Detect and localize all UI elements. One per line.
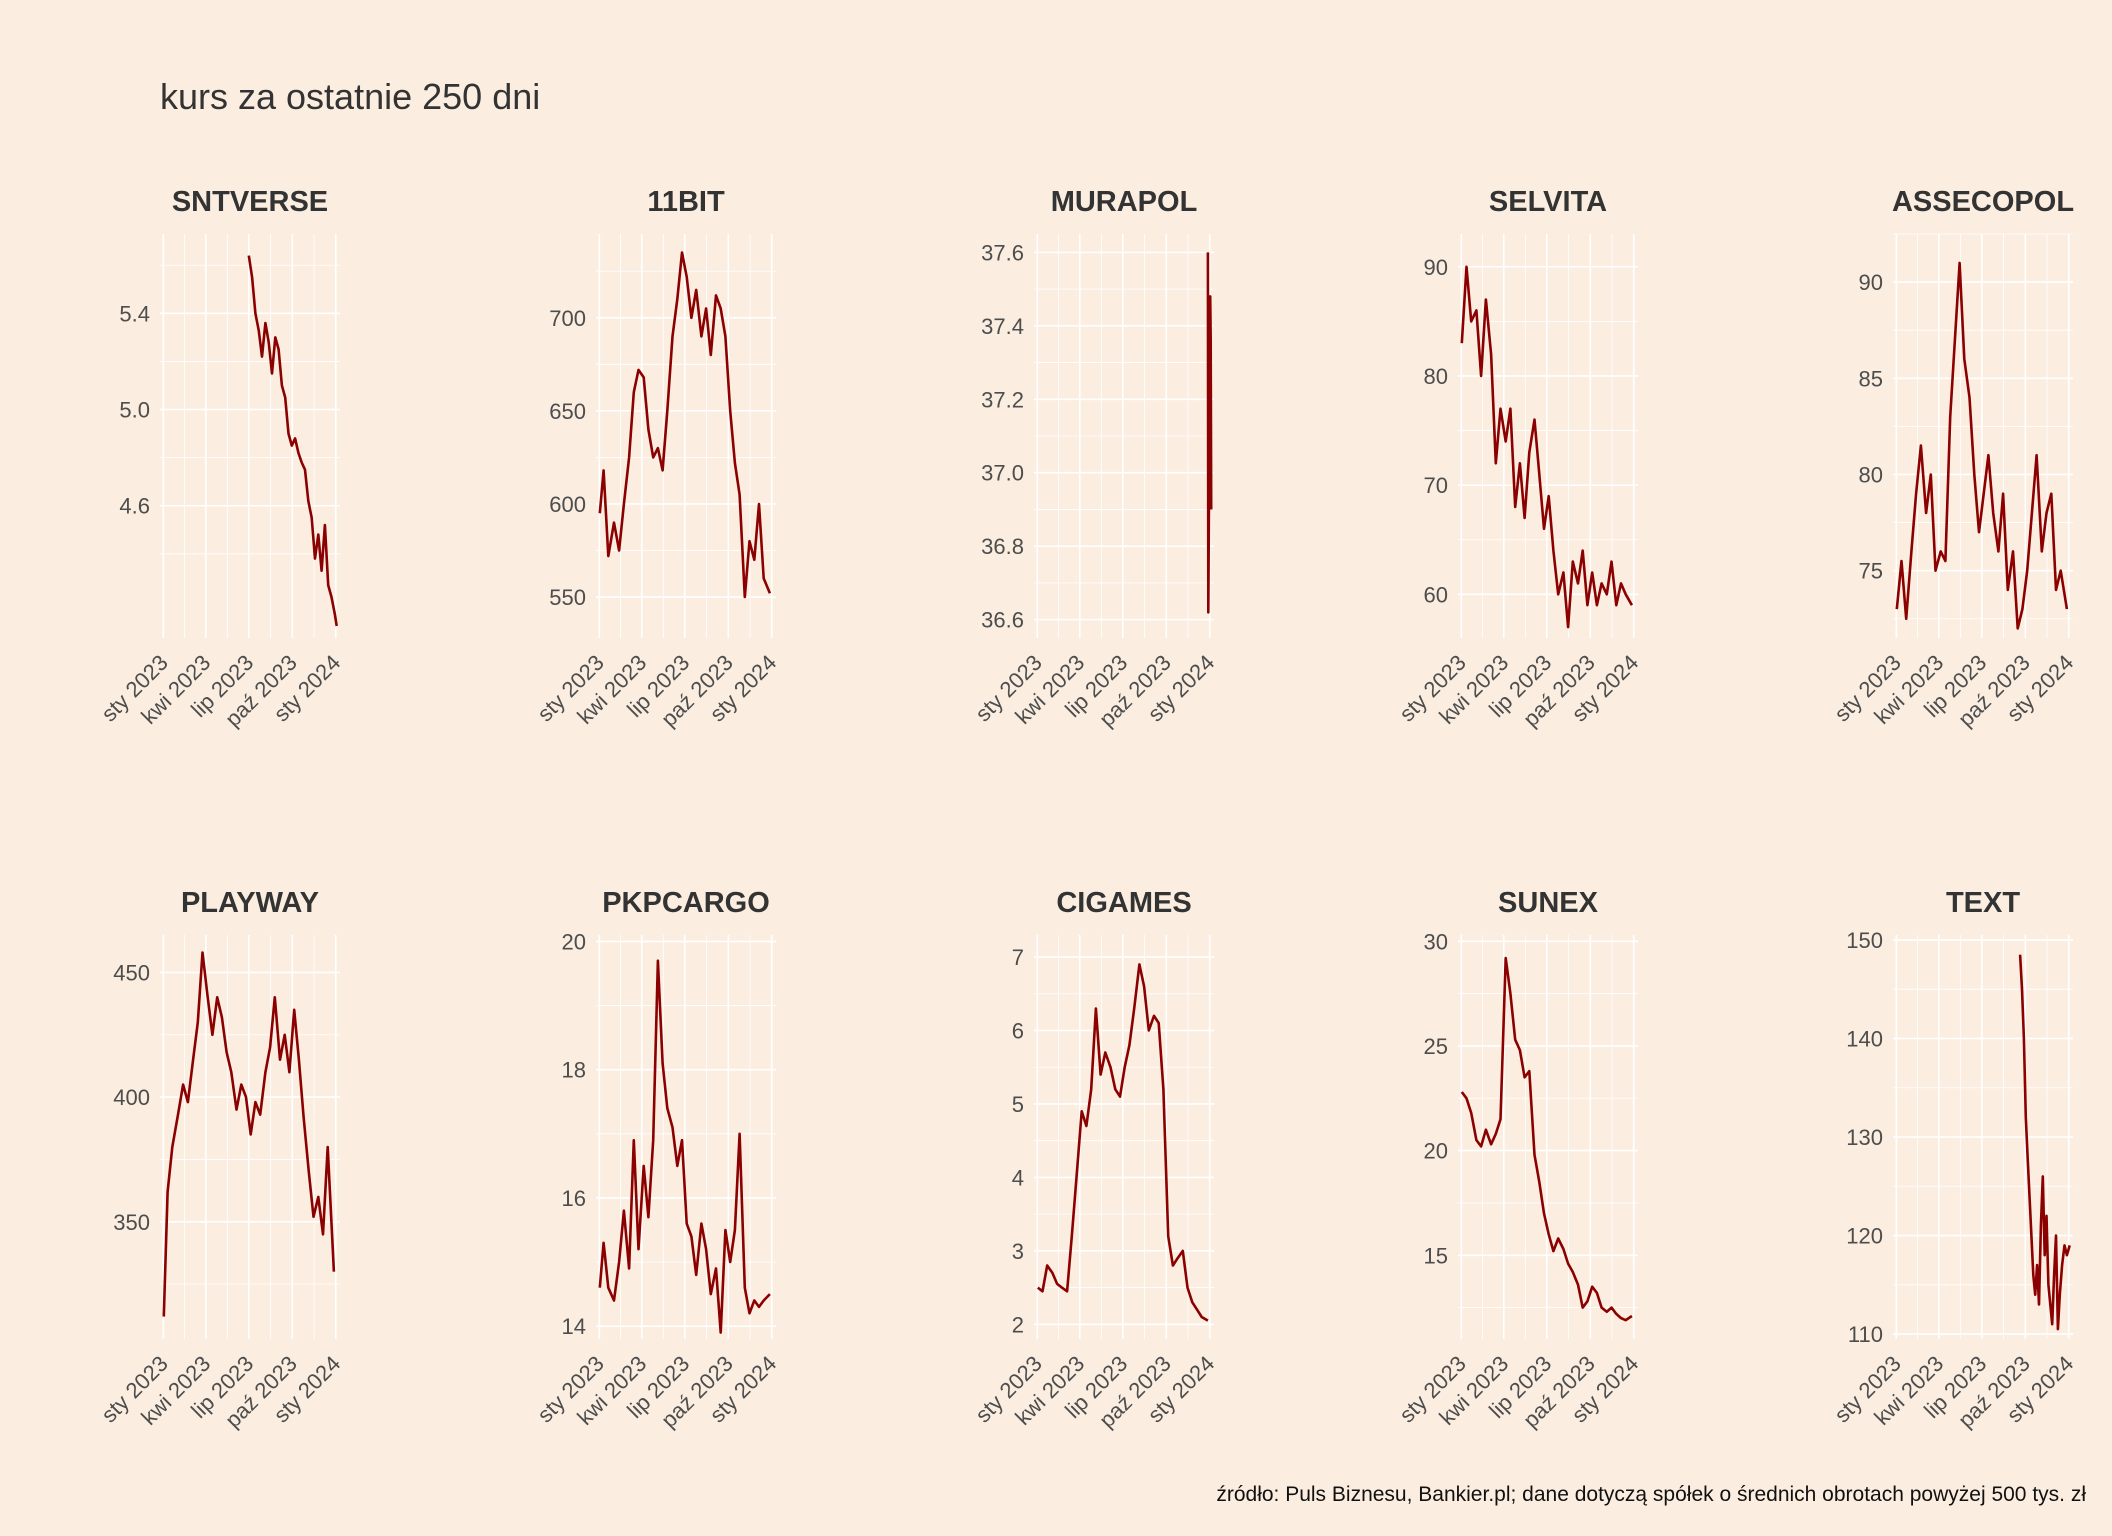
- panel-title: ASSECOPOL: [1892, 186, 2074, 218]
- y-tick-label: 80: [1424, 364, 1448, 389]
- y-tick-label: 37.4: [981, 314, 1024, 339]
- y-tick-label: 7: [1012, 945, 1024, 970]
- y-tick-label: 6: [1012, 1018, 1024, 1043]
- price-line: [598, 251, 772, 599]
- y-tick-label: 110: [1848, 1322, 1883, 1347]
- price-line: [598, 959, 771, 1334]
- price-line: [1036, 963, 1209, 1322]
- panel-title: MURAPOL: [1051, 186, 1198, 218]
- y-tick-label: 4: [1012, 1165, 1024, 1190]
- y-tick-label: 2: [1012, 1312, 1024, 1337]
- panel-title: SELVITA: [1489, 186, 1607, 218]
- panel-title: PLAYWAY: [181, 887, 319, 919]
- price-line: [1206, 252, 1213, 614]
- y-tick-label: 150: [1846, 928, 1883, 953]
- chart-title: kurs za ostatnie 250 dni: [160, 76, 541, 117]
- y-tick-label: 450: [113, 960, 150, 985]
- y-tick-label: 5: [1012, 1092, 1024, 1117]
- y-tick-label: 140: [1846, 1026, 1883, 1051]
- y-tick-label: 60: [1424, 582, 1448, 607]
- panel-title: PKPCARGO: [602, 887, 770, 919]
- price-line: [247, 255, 338, 627]
- source-caption: źródło: Puls Biznesu, Bankier.pl; dane d…: [1216, 1483, 2086, 1506]
- y-tick-label: 130: [1846, 1125, 1883, 1150]
- y-tick-label: 120: [1846, 1224, 1883, 1249]
- y-tick-label: 90: [1424, 255, 1448, 280]
- y-tick-label: 4.6: [119, 494, 150, 519]
- y-tick-label: 70: [1424, 473, 1448, 498]
- y-tick-label: 18: [562, 1058, 586, 1083]
- panel-title: CIGAMES: [1056, 887, 1191, 919]
- y-tick-label: 37.0: [981, 461, 1024, 486]
- y-tick-label: 5.0: [119, 398, 150, 423]
- panel-title: SUNEX: [1498, 887, 1599, 919]
- y-tick-label: 36.8: [981, 534, 1024, 559]
- y-tick-label: 3: [1012, 1239, 1024, 1264]
- y-tick-label: 5.4: [119, 301, 150, 326]
- y-tick-label: 20: [562, 929, 586, 954]
- y-tick-label: 30: [1424, 929, 1448, 954]
- y-tick-label: 600: [549, 492, 586, 517]
- y-tick-label: 80: [1859, 462, 1883, 487]
- y-tick-label: 36.6: [981, 608, 1024, 633]
- y-tick-label: 85: [1859, 366, 1883, 391]
- panel-title: 11BIT: [647, 186, 725, 218]
- y-tick-label: 37.6: [981, 240, 1024, 265]
- price-line: [1460, 265, 1634, 629]
- y-tick-label: 20: [1424, 1139, 1448, 1164]
- y-tick-label: 650: [549, 399, 586, 424]
- price-line: [1895, 261, 2069, 630]
- panel-title: SNTVERSE: [172, 186, 328, 218]
- y-tick-label: 25: [1424, 1034, 1448, 1059]
- y-tick-label: 15: [1424, 1243, 1448, 1268]
- y-tick-label: 350: [113, 1210, 150, 1235]
- y-tick-label: 400: [113, 1085, 150, 1110]
- y-tick-label: 75: [1859, 559, 1883, 584]
- price-line: [1460, 956, 1633, 1322]
- y-tick-label: 37.2: [981, 387, 1024, 412]
- y-tick-label: 550: [549, 585, 586, 610]
- price-line: [162, 951, 336, 1317]
- y-tick-label: 16: [562, 1186, 586, 1211]
- panel-title: TEXT: [1946, 887, 2020, 919]
- y-tick-label: 700: [549, 306, 586, 331]
- y-tick-label: 14: [562, 1314, 586, 1339]
- price-line: [2018, 954, 2071, 1331]
- y-tick-label: 90: [1859, 270, 1883, 295]
